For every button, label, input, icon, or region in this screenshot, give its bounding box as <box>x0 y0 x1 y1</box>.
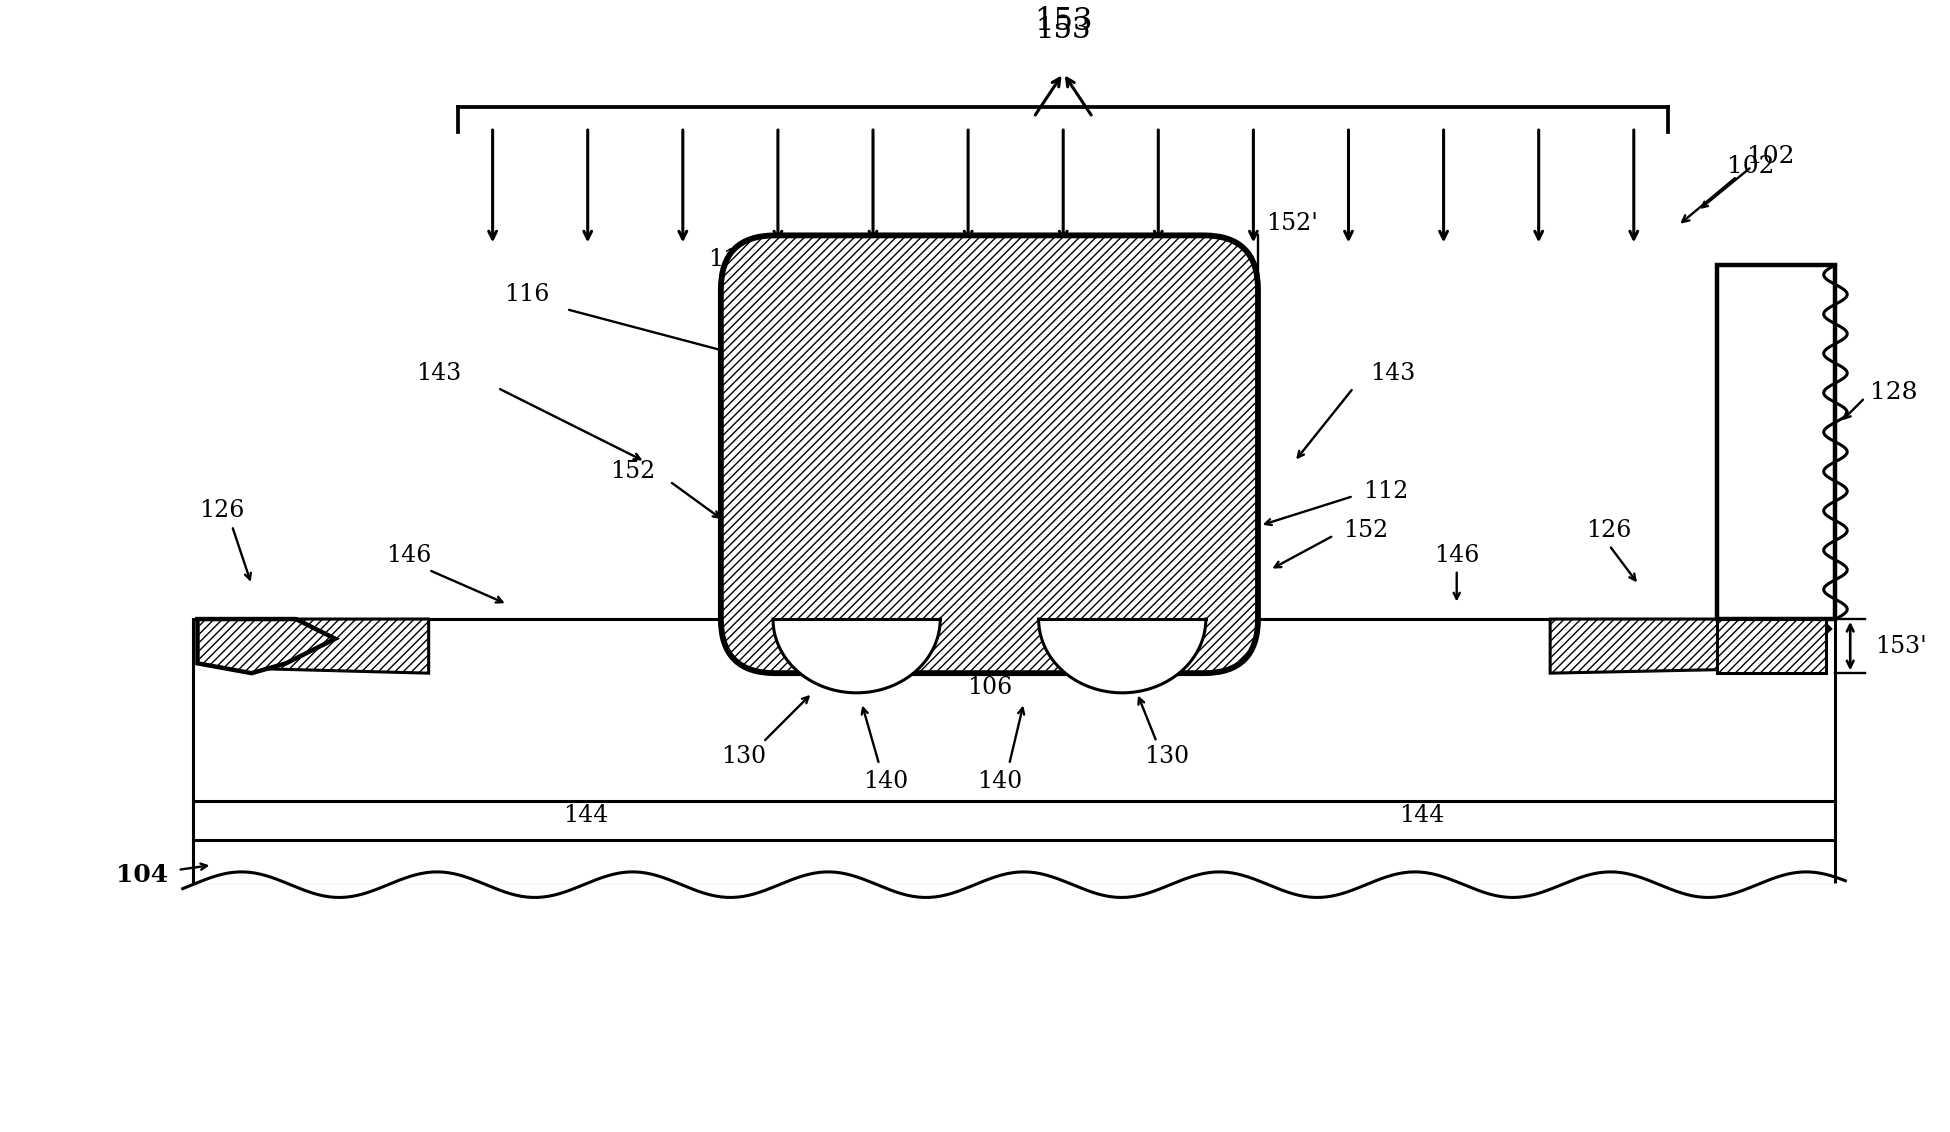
Polygon shape <box>729 368 782 619</box>
Text: 144: 144 <box>564 805 608 827</box>
Text: 153: 153 <box>1035 16 1090 43</box>
Text: 144: 144 <box>1400 805 1445 827</box>
Text: 153: 153 <box>1034 6 1092 36</box>
Bar <box>193 619 1835 885</box>
Text: 112: 112 <box>708 249 753 272</box>
Text: 130: 130 <box>722 745 766 769</box>
Text: 112: 112 <box>1363 480 1408 503</box>
Polygon shape <box>197 619 335 674</box>
Text: 126: 126 <box>1587 518 1632 542</box>
Text: 110: 110 <box>874 249 918 272</box>
Bar <box>1718 265 1835 619</box>
Text: 116: 116 <box>505 283 550 306</box>
Text: 146: 146 <box>386 543 431 567</box>
Text: 140: 140 <box>977 770 1022 792</box>
Text: 128: 128 <box>1870 381 1917 404</box>
Text: 102: 102 <box>1728 155 1774 178</box>
Polygon shape <box>1718 619 1825 674</box>
Text: 140: 140 <box>864 770 909 792</box>
Text: 152: 152 <box>1344 518 1388 542</box>
Text: 153': 153' <box>1874 635 1927 658</box>
Polygon shape <box>197 619 429 674</box>
Polygon shape <box>772 619 940 693</box>
Text: 130: 130 <box>1145 745 1190 769</box>
Text: 108: 108 <box>1026 249 1071 272</box>
Bar <box>782 601 1195 619</box>
FancyBboxPatch shape <box>722 235 1258 674</box>
Polygon shape <box>1195 368 1250 619</box>
FancyBboxPatch shape <box>800 302 1180 391</box>
Text: 102: 102 <box>1747 145 1794 169</box>
Text: 104: 104 <box>115 863 168 886</box>
Text: 143: 143 <box>1371 361 1416 385</box>
Text: 106: 106 <box>967 677 1012 700</box>
FancyBboxPatch shape <box>782 328 1195 641</box>
Text: 143: 143 <box>415 361 460 385</box>
Text: 126: 126 <box>199 499 246 522</box>
Text: 152': 152' <box>1266 213 1318 235</box>
Text: 152: 152 <box>610 460 655 483</box>
Text: 146: 146 <box>1433 543 1480 567</box>
Polygon shape <box>1039 619 1205 693</box>
Polygon shape <box>1550 619 1831 674</box>
